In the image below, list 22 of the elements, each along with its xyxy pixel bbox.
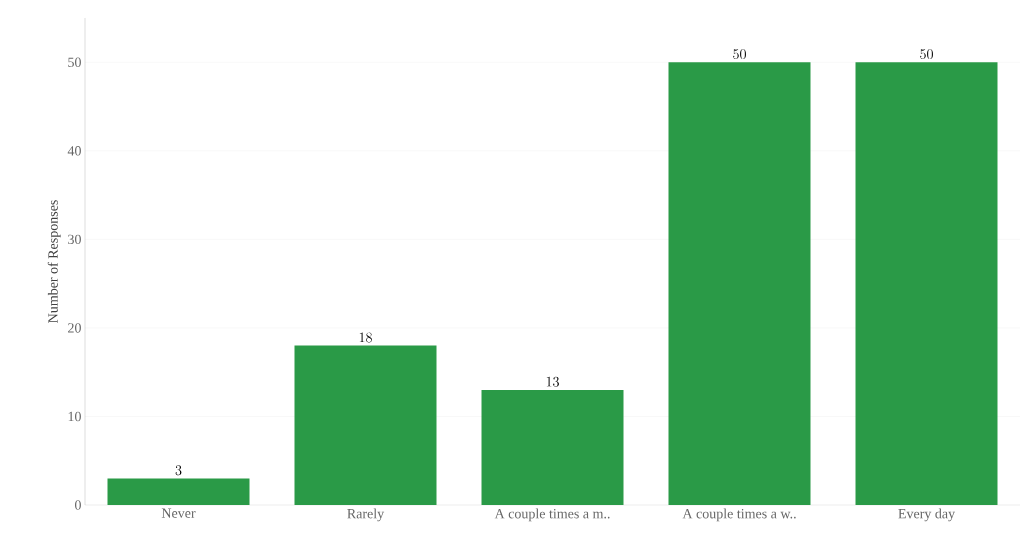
bar (107, 478, 250, 505)
data-label: 18 (359, 332, 372, 343)
y-tick-label: 0 (75, 500, 81, 510)
bar (668, 62, 811, 505)
bar (855, 62, 998, 505)
y-tick-label: 20 (68, 323, 81, 333)
x-tick-label: A couple times a m.. (494, 508, 610, 522)
y-tick-label: 50 (68, 57, 81, 67)
data-label: 13 (546, 376, 559, 387)
y-tick-label: 30 (68, 234, 81, 245)
y-axis-title: Number of Responses (47, 200, 61, 323)
data-label: 50 (920, 49, 933, 60)
y-tick-label: 40 (67, 146, 81, 156)
x-tick-label: A couple times a w.. (682, 508, 796, 522)
x-tick-label: Never (161, 508, 196, 518)
bar (481, 389, 624, 505)
y-tick-label: 10 (68, 411, 81, 422)
bar (294, 345, 437, 505)
x-tick-label: Rarely (347, 508, 385, 522)
data-label: 3 (175, 465, 182, 476)
x-tick-label: Every day (898, 508, 956, 522)
data-label: 50 (733, 49, 746, 60)
